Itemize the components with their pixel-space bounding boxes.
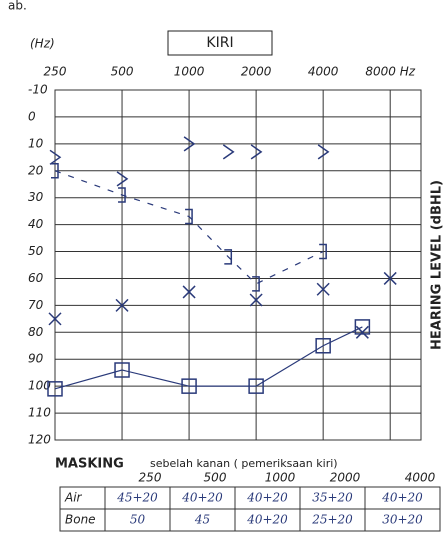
- y-tick-label: 80: [28, 325, 44, 339]
- gt-mark: [49, 149, 62, 165]
- masking-frequency: 1000: [265, 471, 296, 485]
- bracket-mark: [224, 249, 233, 265]
- bracket-point: [252, 276, 260, 292]
- bracket-point: [51, 163, 59, 179]
- square-point: [315, 338, 331, 354]
- y-tick-label: 30: [28, 190, 44, 204]
- square-point: [354, 319, 371, 335]
- table-row-label: Air: [64, 491, 83, 505]
- x-stroke: [383, 271, 397, 285]
- gt-point: [222, 144, 235, 160]
- table-value: 30+20: [382, 513, 423, 527]
- gt-mark: [183, 136, 196, 152]
- x-point: [316, 282, 330, 296]
- gt-point: [49, 149, 62, 165]
- chart-title: KIRI: [206, 35, 233, 51]
- gt-mark: [222, 144, 235, 160]
- bracket-point: [118, 187, 126, 203]
- x-tick-label: 500: [111, 65, 134, 79]
- x-point: [182, 285, 196, 299]
- caption: ab.: [8, 0, 27, 13]
- plot-frame: [54, 89, 422, 441]
- x-point: [249, 293, 263, 307]
- masking-frequency: 2000: [330, 471, 361, 485]
- square-point: [181, 378, 197, 394]
- y-tick-label: 20: [28, 163, 44, 177]
- x-stroke: [316, 282, 330, 296]
- masking-frequency: 250: [139, 471, 162, 485]
- y-tick-label: 0: [28, 109, 36, 123]
- bracket-mark: [252, 276, 260, 292]
- x-tick-label: 4000: [308, 65, 339, 79]
- y-tick-label: 50: [28, 244, 44, 258]
- gt-mark: [116, 171, 129, 187]
- masking-title: MASKING: [55, 457, 124, 472]
- gt-point: [317, 144, 330, 160]
- x-stroke: [355, 325, 369, 339]
- title-box: [167, 30, 273, 56]
- x-tick-label: 250: [44, 65, 67, 79]
- table-value: 40+20: [246, 491, 288, 505]
- square-point: [114, 362, 130, 378]
- table-value: 45+20: [116, 491, 158, 505]
- square-point: [47, 381, 63, 397]
- y-tick-label: 110: [28, 406, 51, 420]
- x-stroke: [182, 285, 196, 299]
- table-row-label: Bone: [65, 513, 96, 527]
- bracket-mark: [51, 163, 59, 179]
- table-value: 40+20: [381, 491, 423, 505]
- square-mark: [354, 319, 371, 335]
- bracket-point: [319, 243, 327, 260]
- y-tick-label: 10: [28, 136, 44, 150]
- gt-mark: [250, 144, 263, 160]
- y-tick-label: 90: [28, 352, 44, 366]
- x-point: [115, 298, 129, 312]
- table-cell: [364, 508, 441, 532]
- bracket-mark: [185, 208, 193, 225]
- y-tick-label: -10: [28, 83, 48, 97]
- gt-point: [250, 144, 263, 160]
- masking-frequency: 4000: [405, 471, 436, 485]
- x-stroke: [48, 312, 62, 326]
- square-mark: [47, 381, 63, 397]
- table-value: 45: [194, 513, 210, 527]
- y-tick-label: 100: [28, 379, 51, 393]
- gt-point: [116, 171, 129, 187]
- y-tick-label: 60: [28, 271, 44, 285]
- masking-frequency: 500: [204, 471, 227, 485]
- x-point: [383, 271, 397, 285]
- x-tick-label: 1000: [174, 65, 205, 79]
- series-line: [54, 170, 324, 285]
- square-mark: [114, 362, 130, 378]
- y-tick-label: 70: [28, 298, 44, 312]
- x-tick-label: 2000: [241, 65, 272, 79]
- table-value: 40+20: [181, 491, 223, 505]
- x-stroke: [249, 293, 263, 307]
- x-stroke: [115, 298, 129, 312]
- unit-label: (Hz): [30, 37, 55, 51]
- table-value: 25+20: [311, 513, 353, 527]
- table-value: 50: [130, 513, 146, 527]
- bracket-point: [224, 249, 233, 265]
- x-point: [48, 312, 62, 326]
- y-tick-label: 40: [28, 217, 44, 231]
- x-tick-label: 8000 Hz: [365, 65, 415, 79]
- bracket-point: [185, 208, 193, 225]
- bracket-mark: [118, 187, 126, 203]
- y-tick-label: 120: [28, 433, 51, 447]
- square-mark: [315, 338, 331, 354]
- square-mark: [181, 378, 197, 394]
- table-value: 40+20: [246, 513, 288, 527]
- bracket-mark: [319, 243, 327, 260]
- square-mark: [248, 378, 264, 394]
- series-line: [54, 326, 363, 390]
- square-point: [248, 378, 264, 394]
- table-value: 35+20: [312, 491, 353, 505]
- y-axis-label: HEARING LEVEL (dBHL): [430, 180, 445, 350]
- gt-mark: [317, 144, 330, 160]
- masking-note: sebelah kanan ( pemeriksaan kiri): [150, 457, 338, 470]
- gt-point: [183, 136, 196, 152]
